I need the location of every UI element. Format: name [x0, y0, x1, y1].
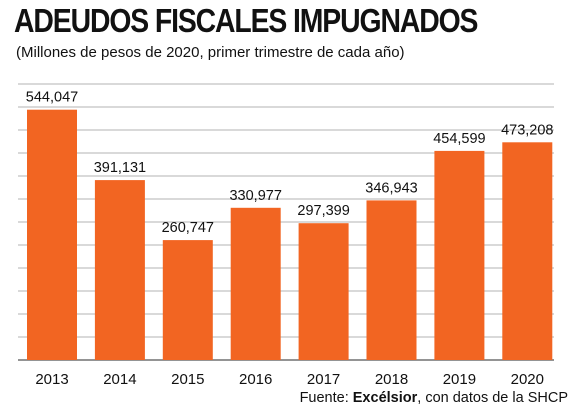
x-tick-2019: 2019 [443, 371, 476, 388]
source-note: Fuente: Excélsior, con datos de la SHCP [300, 390, 568, 406]
x-tick-2018: 2018 [375, 371, 408, 388]
source-prefix: Fuente: [299, 390, 353, 406]
value-label-2014: 391,131 [94, 160, 146, 176]
value-label-2017: 297,399 [297, 203, 349, 219]
x-tick-2014: 2014 [103, 371, 136, 388]
chart-title: ADEUDOS FISCALES IMPUGNADOS [14, 2, 478, 39]
value-label-2020: 473,208 [501, 122, 553, 138]
value-label-2013: 544,047 [26, 90, 78, 106]
x-tick-2020: 2020 [511, 371, 544, 388]
bar-2020 [502, 142, 553, 360]
bar-2014 [94, 180, 145, 360]
source-suffix: , con datos de la SHCP [417, 390, 568, 406]
bar-2015 [162, 240, 213, 360]
x-tick-labels: 2013 2014 2015 2016 2017 2018 2019 2020 [35, 371, 544, 388]
bar-2013 [27, 109, 77, 360]
bar-2019 [434, 150, 485, 360]
value-label-2016: 330,977 [229, 188, 281, 204]
source-brand: Excélsior [352, 390, 418, 406]
value-label-2019: 454,599 [433, 131, 485, 147]
bar-2017 [298, 223, 349, 360]
x-tick-2016: 2016 [239, 371, 272, 388]
chart-subtitle: (Millones de pesos de 2020, primer trime… [16, 44, 405, 61]
value-label-2018: 346,943 [365, 180, 417, 196]
bar-2016 [230, 207, 281, 360]
x-tick-2017: 2017 [307, 371, 340, 388]
value-label-2015: 260,747 [162, 220, 214, 236]
value-labels: 544,047 391,131 260,747 330,977 297,399 346,9… [26, 90, 554, 236]
x-tick-2015: 2015 [171, 371, 204, 388]
x-tick-2013: 2013 [35, 371, 68, 388]
bar-2018 [366, 200, 417, 360]
bars [27, 109, 553, 360]
